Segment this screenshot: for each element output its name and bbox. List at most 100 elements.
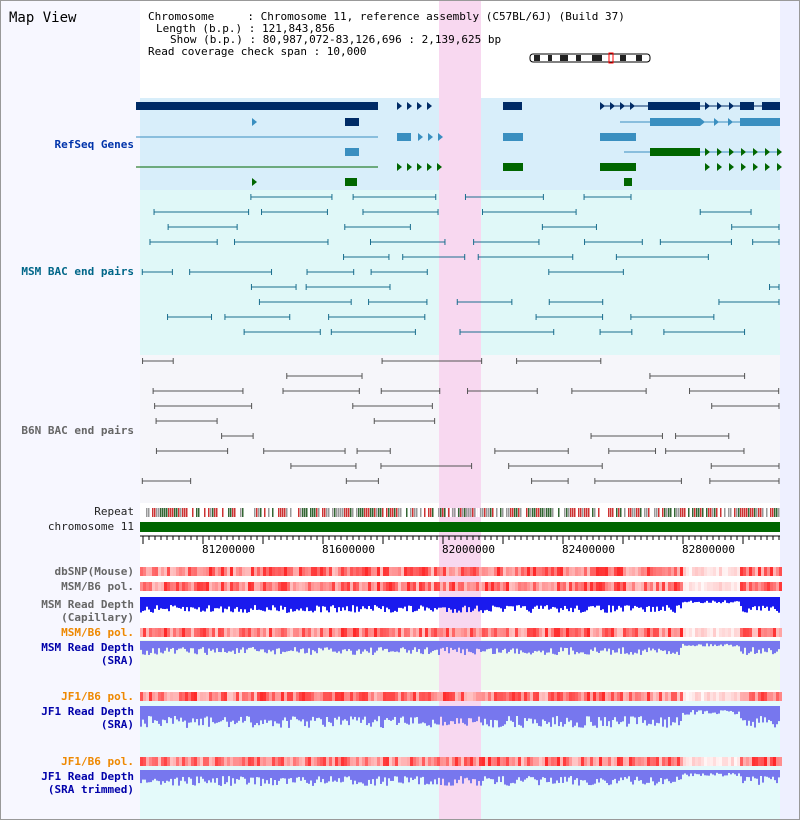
msm-capillary-depth-bar [536, 597, 538, 606]
dbsnp-stripe [563, 567, 566, 576]
jf1-sra-depth-bar [588, 706, 590, 717]
track-label-jf1-pol-1[interactable]: JF1/B6 pol. [61, 690, 134, 703]
msm-pol-2-stripe [428, 628, 431, 637]
jf1-pol-2-stripe [299, 757, 302, 766]
jf1-pol-2-stripe [659, 757, 662, 766]
track-label-msm-pol-2[interactable]: MSM/B6 pol. [61, 626, 134, 639]
track-label-msm-pol-1[interactable]: MSM/B6 pol. [61, 580, 134, 593]
jf1-sra-depth-bar [254, 706, 256, 726]
jf1-pol-2-stripe [635, 757, 638, 766]
jf1-trimmed-depth-bar [708, 770, 710, 776]
repeat-mark [630, 508, 632, 517]
jf1-pol-stripe [551, 692, 554, 701]
dbsnp-stripe [758, 567, 761, 576]
msm-pol-2-stripe [305, 628, 308, 637]
msm-pol-2-stripe [467, 628, 470, 637]
track-label-jf1-pol-2[interactable]: JF1/B6 pol. [61, 755, 134, 768]
jf1-sra-depth-bar [576, 706, 578, 723]
dbsnp-stripe [569, 567, 572, 576]
jf1-trimmed-depth-bar [156, 770, 158, 781]
dbsnp-stripe [152, 567, 155, 576]
track-label-jf1-depth-sra[interactable]: JF1 Read Depth [41, 705, 134, 718]
msm-sra-depth-bar [312, 641, 314, 651]
msm-pol-stripe [236, 582, 239, 591]
jf1-pol-2-stripe [434, 757, 437, 766]
track-label-refseq[interactable]: RefSeq Genes [54, 138, 134, 151]
msm-capillary-depth-bar [570, 597, 572, 608]
track-label-msm-bac[interactable]: MSM BAC end pairs [21, 265, 134, 278]
msm-sra-depth-bar [252, 641, 254, 648]
jf1-trimmed-depth-bar [294, 770, 296, 783]
track-label-msm-depth-capillary[interactable]: MSM Read Depth [41, 598, 134, 611]
repeat-mark [488, 508, 490, 517]
jf1-sra-depth-bar [264, 706, 266, 720]
gene-arrow [729, 163, 734, 171]
repeat-mark [498, 508, 500, 517]
msm-pol-stripe [440, 582, 443, 591]
msm-sra-depth-bar [550, 641, 552, 649]
msm-capillary-depth-bar [424, 597, 426, 611]
msm-sra-depth-bar [494, 641, 496, 654]
msm-sra-depth-bar [240, 641, 242, 650]
jf1-sra-depth-bar [272, 706, 274, 727]
msm-pol-stripe [281, 582, 284, 591]
jf1-pol-stripe [755, 692, 758, 701]
msm-pol-stripe [194, 582, 197, 591]
msm-pol-2-stripe [290, 628, 293, 637]
jf1-pol-2-stripe [338, 757, 341, 766]
track-label-jf1-depth-trimmed[interactable]: JF1 Read Depth [41, 770, 134, 783]
repeat-mark [204, 508, 206, 517]
dbsnp-stripe [194, 567, 197, 576]
msm-pol-stripe [248, 582, 251, 591]
repeat-mark [698, 508, 700, 517]
repeat-mark [394, 508, 396, 517]
msm-sra-depth-bar [432, 641, 434, 652]
refseq-exon [600, 133, 636, 141]
repeat-mark [524, 508, 526, 517]
jf1-trimmed-depth-bar [186, 770, 188, 784]
jf1-pol-2-stripe [278, 757, 281, 766]
msm-pol-2-stripe [410, 628, 413, 637]
track-label-msm-depth-sra[interactable]: MSM Read Depth [41, 641, 134, 654]
track-label-b6n-bac[interactable]: B6N BAC end pairs [21, 424, 134, 437]
msm-capillary-depth-bar [562, 597, 564, 610]
repeat-mark [400, 508, 402, 517]
msm-sra-depth-bar [440, 641, 442, 649]
repeat-mark [656, 508, 658, 517]
repeat-mark [700, 508, 702, 517]
jf1-pol-2-stripe [182, 757, 185, 766]
repeat-mark [616, 508, 618, 517]
msm-pol-2-stripe [719, 628, 722, 637]
msm-sra-depth-bar [334, 641, 336, 652]
jf1-trimmed-depth-bar [538, 770, 540, 786]
jf1-sra-depth-bar [380, 706, 382, 728]
jf1-pol-2-stripe [683, 757, 686, 766]
msm-capillary-depth-bar [726, 597, 728, 603]
msm-pol-2-stripe [431, 628, 434, 637]
jf1-sra-depth-bar [438, 706, 440, 725]
msm-capillary-depth-bar [474, 597, 476, 609]
jf1-pol-2-stripe [281, 757, 284, 766]
repeat-mark [636, 508, 638, 517]
msm-sra-depth-bar [244, 641, 246, 654]
msm-sra-depth-bar [392, 641, 394, 652]
msm-sra-depth-bar [268, 641, 270, 650]
jf1-sra-depth-bar [224, 706, 226, 718]
repeat-mark [648, 508, 650, 517]
track-label-dbsnp[interactable]: dbSNP(Mouse) [54, 565, 134, 578]
jf1-sra-depth-bar [604, 706, 606, 718]
track-label-msm-depth-sra-sub: (SRA) [100, 654, 134, 667]
repeat-mark [476, 508, 478, 517]
dbsnp-stripe [683, 567, 686, 576]
jf1-pol-stripe [734, 692, 737, 701]
msm-pol-2-stripe [491, 628, 494, 637]
msm-capillary-depth-bar [634, 597, 636, 606]
repeat-mark [682, 508, 684, 517]
msm-pol-2-stripe [392, 628, 395, 637]
jf1-pol-stripe [536, 692, 539, 701]
dbsnp-stripe [725, 567, 728, 576]
repeat-mark [338, 508, 340, 517]
msm-sra-depth-bar [282, 641, 284, 652]
msm-capillary-depth-bar [214, 597, 216, 609]
